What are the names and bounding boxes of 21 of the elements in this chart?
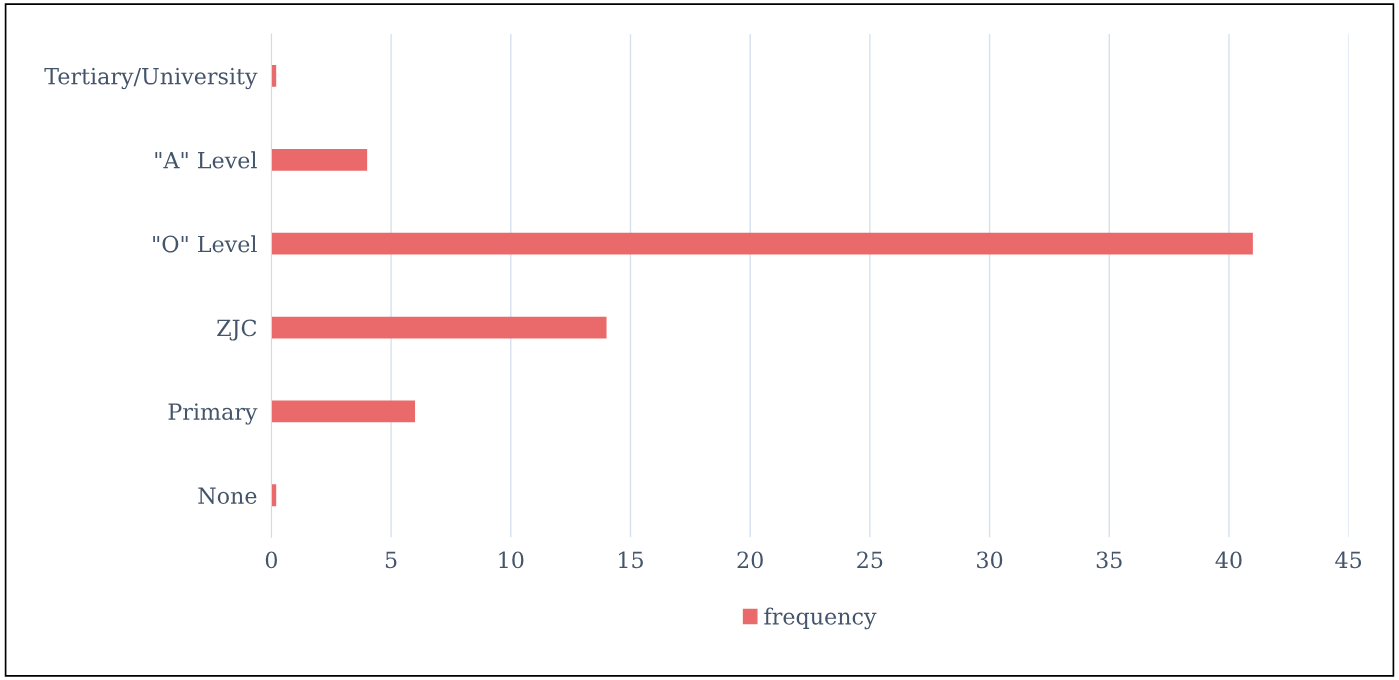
x-tick-label: 30 bbox=[977, 551, 1003, 569]
legend-label: frequency bbox=[764, 607, 877, 630]
y-tick-label: Primary bbox=[168, 403, 258, 425]
x-tick-label: 15 bbox=[619, 551, 643, 569]
x-tick-label: 45 bbox=[1335, 551, 1362, 569]
x-tick-label: 40 bbox=[1215, 551, 1242, 569]
x-tick-label: 20 bbox=[737, 551, 763, 569]
x-tick-label: 5 bbox=[385, 551, 397, 569]
x-tick-label: 0 bbox=[265, 551, 277, 569]
y-tick-label: "A" Level bbox=[155, 151, 257, 169]
x-tick-label: 35 bbox=[1096, 551, 1122, 569]
bar bbox=[271, 316, 607, 339]
x-tick-label: 25 bbox=[857, 551, 883, 569]
y-tick-label: "O" Level bbox=[153, 235, 257, 253]
bar bbox=[271, 148, 368, 171]
y-tick-label: None bbox=[198, 487, 257, 505]
bar bbox=[271, 400, 416, 423]
bar bbox=[271, 232, 1253, 255]
y-tick-label: ZJC bbox=[217, 319, 257, 341]
x-tick-label: 10 bbox=[499, 551, 524, 569]
y-tick-label: Tertiary/University bbox=[44, 67, 258, 90]
